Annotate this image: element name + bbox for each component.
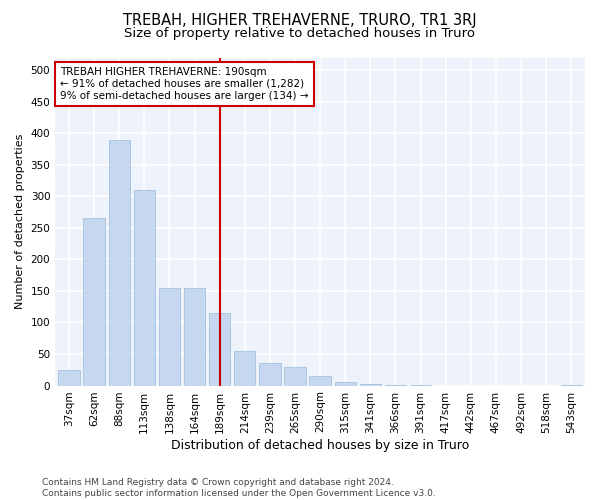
X-axis label: Distribution of detached houses by size in Truro: Distribution of detached houses by size …: [171, 440, 469, 452]
Bar: [560, 385, 582, 386]
Bar: [259, 364, 281, 386]
Bar: [209, 313, 230, 386]
Bar: [410, 385, 431, 386]
Bar: [184, 288, 205, 386]
Text: TREBAH HIGHER TREHAVERNE: 190sqm
← 91% of detached houses are smaller (1,282)
9%: TREBAH HIGHER TREHAVERNE: 190sqm ← 91% o…: [61, 68, 309, 100]
Bar: [159, 288, 180, 386]
Y-axis label: Number of detached properties: Number of detached properties: [15, 134, 25, 309]
Bar: [234, 351, 256, 386]
Bar: [385, 385, 406, 386]
Bar: [58, 370, 80, 386]
Bar: [359, 384, 381, 386]
Text: TREBAH, HIGHER TREHAVERNE, TRURO, TR1 3RJ: TREBAH, HIGHER TREHAVERNE, TRURO, TR1 3R…: [123, 12, 477, 28]
Bar: [134, 190, 155, 386]
Bar: [310, 376, 331, 386]
Bar: [109, 140, 130, 386]
Bar: [83, 218, 105, 386]
Bar: [284, 366, 305, 386]
Text: Size of property relative to detached houses in Truro: Size of property relative to detached ho…: [125, 28, 476, 40]
Text: Contains HM Land Registry data © Crown copyright and database right 2024.
Contai: Contains HM Land Registry data © Crown c…: [42, 478, 436, 498]
Bar: [335, 382, 356, 386]
